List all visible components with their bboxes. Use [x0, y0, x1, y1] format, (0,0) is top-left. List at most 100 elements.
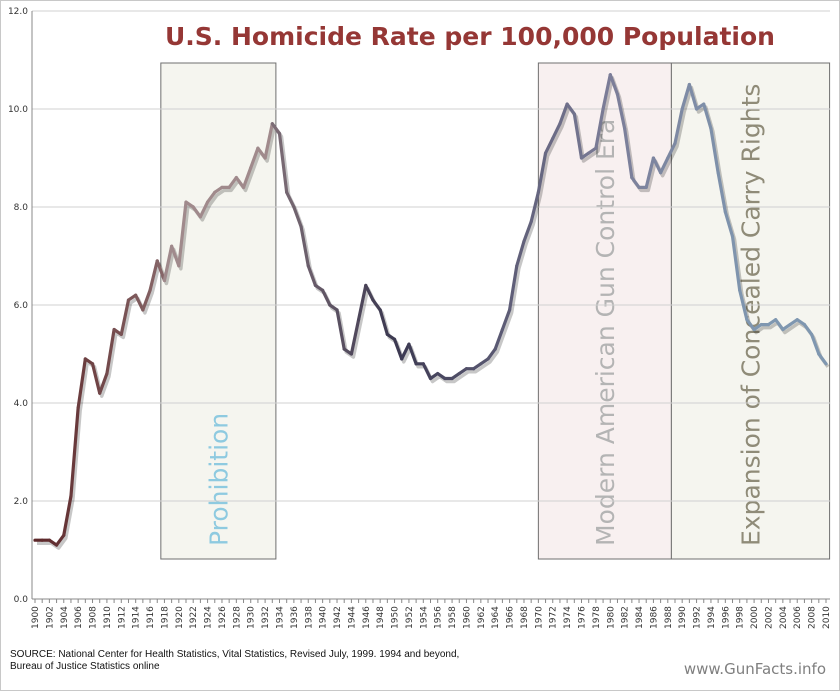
line-segment: [62, 494, 73, 537]
x-tick-label: 1994: [707, 606, 717, 629]
x-tick-label: 1934: [275, 606, 285, 629]
x-tick-label: 1916: [146, 606, 156, 629]
line-segment: [644, 156, 656, 189]
x-tick-label: 1982: [621, 606, 631, 629]
line-segment: [407, 342, 418, 366]
line-segment: [263, 122, 274, 160]
line-segment: [90, 362, 102, 395]
x-tick-label: 1998: [736, 606, 746, 629]
line-segment: [659, 156, 670, 175]
x-tick-label: 1944: [347, 606, 357, 629]
line-segment: [508, 264, 519, 312]
line-segment: [241, 166, 253, 189]
source-line-1: SOURCE: National Center for Health Stati…: [10, 649, 460, 660]
x-tick-label: 1956: [434, 606, 444, 629]
x-tick-label: 2002: [764, 606, 774, 629]
line-segment: [141, 288, 152, 312]
x-tick-label: 1988: [664, 606, 674, 629]
x-tick-label: 1924: [204, 606, 214, 629]
line-segment: [673, 107, 684, 145]
y-tick-label: 12.0: [8, 7, 28, 17]
x-tick-label: 1974: [563, 606, 573, 629]
x-tick-label: 1968: [520, 606, 530, 629]
x-tick-label: 2004: [779, 606, 789, 629]
x-tick-label: 1920: [175, 606, 185, 629]
line-segment: [285, 190, 296, 209]
x-tick-label: 1912: [117, 606, 127, 629]
x-tick-label: 1946: [362, 606, 372, 629]
line-segment: [69, 406, 80, 498]
line-segment: [702, 102, 713, 131]
y-tick-label: 10.0: [8, 105, 28, 115]
line-segment: [356, 283, 368, 322]
line-segment: [651, 156, 663, 175]
line-segment: [594, 107, 605, 150]
line-segment: [54, 533, 66, 547]
x-tick-label: 1936: [290, 606, 300, 629]
line-segment: [572, 112, 584, 160]
line-segment: [299, 225, 310, 268]
chart-title: U.S. Homicide Rate per 100,000 Populatio…: [165, 22, 775, 51]
line-segment: [493, 327, 505, 351]
annotation-band: [537, 62, 672, 560]
line-segment: [666, 141, 677, 160]
line-segment: [723, 210, 735, 238]
line-segment: [378, 308, 389, 336]
line-segment: [421, 362, 433, 381]
line-segment: [630, 176, 641, 189]
x-tick-label: 1940: [319, 606, 329, 629]
line-segment: [148, 259, 159, 292]
x-tick-label: 1958: [448, 606, 458, 629]
y-tick-label: 4.0: [14, 399, 29, 409]
y-tick-label: 8.0: [14, 203, 29, 213]
line-segment: [349, 318, 361, 356]
line-segment: [364, 283, 375, 302]
y-tick-label: 6.0: [14, 301, 29, 311]
line-segment: [500, 308, 512, 332]
x-tick-label: 1932: [261, 606, 271, 629]
line-segment: [543, 136, 555, 155]
x-tick-label: 1910: [103, 606, 113, 629]
line-segment: [306, 264, 318, 287]
x-tick-label: 2008: [808, 606, 818, 629]
x-tick-label: 1948: [376, 606, 386, 629]
x-tick-label: 1966: [506, 606, 516, 629]
line-segment: [191, 205, 202, 219]
line-segment: [270, 122, 282, 136]
line-segment: [551, 122, 562, 140]
x-tick-label: 1972: [549, 606, 559, 629]
line-segment: [802, 323, 814, 336]
line-segment: [738, 288, 749, 322]
line-segment: [371, 298, 382, 312]
annotation-band: [670, 62, 831, 560]
x-tick-label: 1980: [606, 606, 616, 629]
x-tick-label: 1962: [477, 606, 487, 629]
line-segment: [522, 220, 533, 243]
x-tick-label: 1992: [693, 606, 703, 629]
line-segment: [687, 82, 699, 111]
x-tick-label: 2006: [793, 606, 803, 629]
line-segment: [98, 372, 109, 395]
line-segment: [486, 347, 497, 361]
x-tick-label: 1984: [635, 606, 645, 629]
line-segment: [400, 342, 411, 361]
x-tick-label: 1990: [678, 606, 688, 629]
line-segment: [205, 190, 217, 204]
source-note: SOURCE: National Center for Health Stati…: [10, 649, 530, 673]
line-segment: [134, 293, 145, 312]
x-tick-label: 1986: [649, 606, 659, 629]
line-segment: [565, 102, 576, 116]
x-tick-label: 1918: [160, 606, 170, 629]
line-segment: [227, 176, 238, 189]
x-tick-label: 1996: [721, 606, 731, 629]
line-segment: [392, 337, 404, 361]
line-segment: [249, 146, 260, 170]
watermark: www.GunFacts.info: [683, 660, 826, 678]
line-segment: [601, 73, 612, 111]
line-segment: [716, 171, 727, 214]
x-tick-label: 1930: [247, 606, 257, 629]
annotation-band: [160, 62, 277, 560]
line-segment: [119, 298, 131, 336]
x-tick-label: 1938: [304, 606, 314, 629]
